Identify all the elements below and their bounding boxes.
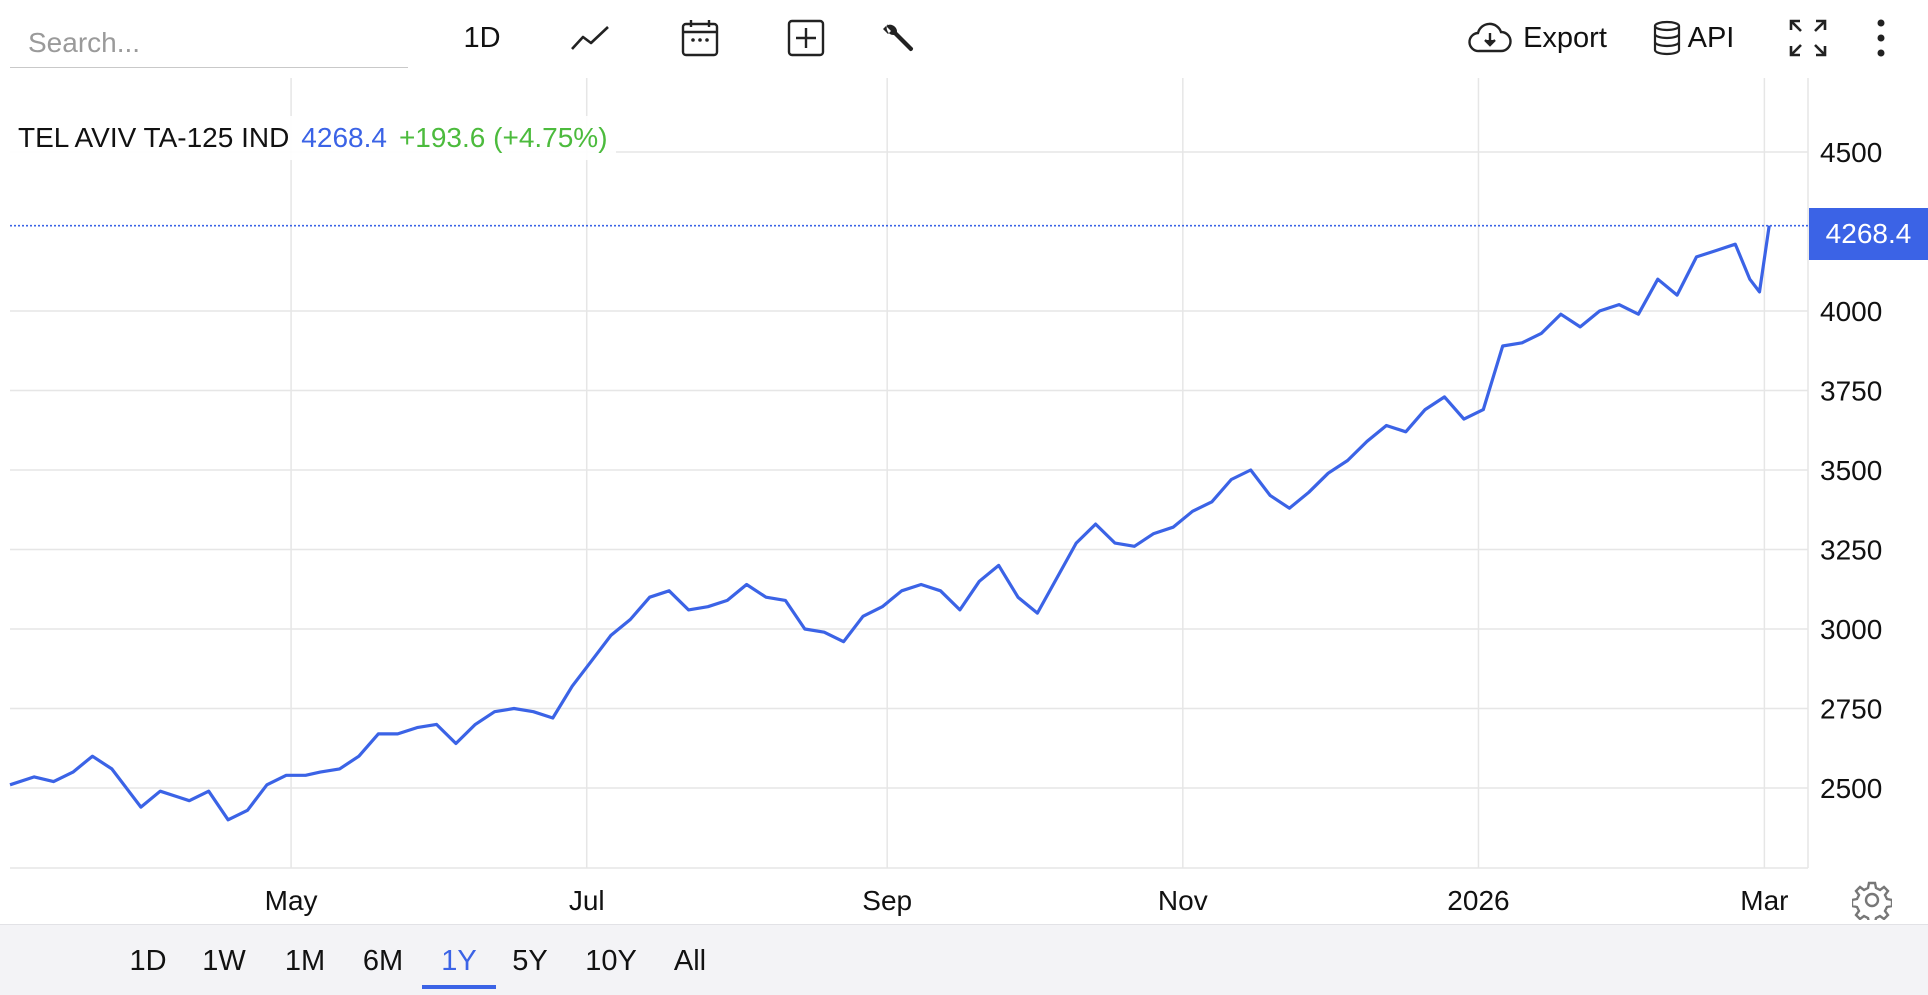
chart-legend: TEL AVIV TA-125 IND 4268.4 +193.6 (+4.75… bbox=[10, 116, 616, 160]
y-tick-label: 3000 bbox=[1820, 614, 1882, 645]
line-chart-icon[interactable] bbox=[566, 12, 614, 64]
y-tick-label: 3250 bbox=[1820, 535, 1882, 566]
cloud-download-icon bbox=[1468, 22, 1512, 53]
y-tick-label: 2500 bbox=[1820, 773, 1882, 804]
last-price-tag: 4268.4 bbox=[1809, 208, 1928, 260]
range-all[interactable]: All bbox=[673, 944, 707, 977]
x-tick-label: Nov bbox=[1158, 885, 1208, 916]
series-line bbox=[9, 225, 1771, 822]
price-chart[interactable]: 2500 2750 3000 3250 3500 3750 4000 4500 May Jul S… bbox=[0, 78, 1928, 924]
range-1m[interactable]: 1M bbox=[284, 944, 326, 977]
range-10y[interactable]: 10Y bbox=[585, 944, 637, 977]
range-1w[interactable]: 1W bbox=[202, 944, 246, 977]
wrench-icon[interactable] bbox=[874, 12, 922, 64]
export-button[interactable]: Export bbox=[1462, 12, 1612, 64]
toolbar: 1D Export bbox=[0, 0, 1928, 78]
x-tick-label: Jul bbox=[569, 885, 605, 916]
legend-last-value: 4268.4 bbox=[301, 122, 387, 153]
calendar-icon[interactable] bbox=[676, 12, 724, 64]
y-tick-label: 2750 bbox=[1820, 694, 1882, 725]
more-vertical-icon[interactable] bbox=[1866, 12, 1896, 64]
export-label: Export bbox=[1523, 21, 1607, 54]
legend-change: +193.6 (+4.75%) bbox=[398, 122, 608, 153]
range-1y[interactable]: 1Y bbox=[422, 935, 496, 989]
api-button[interactable]: API bbox=[1648, 12, 1738, 64]
gear-icon[interactable] bbox=[1850, 880, 1894, 925]
x-tick-label: Sep bbox=[862, 885, 912, 916]
fullscreen-icon[interactable] bbox=[1786, 12, 1830, 64]
y-tick-label: 3750 bbox=[1820, 376, 1882, 407]
database-icon bbox=[1653, 20, 1680, 56]
range-6m[interactable]: 6M bbox=[362, 944, 404, 977]
add-box-icon[interactable] bbox=[782, 12, 830, 64]
x-tick-label: May bbox=[265, 885, 318, 916]
y-tick-label: 4500 bbox=[1820, 137, 1882, 168]
search-input[interactable] bbox=[10, 18, 408, 68]
interval-button[interactable]: 1D bbox=[463, 21, 501, 54]
range-bar: 1D 1W 1M 6M 1Y 5Y 10Y All bbox=[0, 924, 1928, 995]
legend-symbol: TEL AVIV TA-125 IND bbox=[18, 122, 290, 153]
x-tick-label: Mar bbox=[1740, 885, 1788, 916]
range-5y[interactable]: 5Y bbox=[512, 944, 548, 977]
y-tick-label: 4000 bbox=[1820, 296, 1882, 327]
y-tick-label: 3500 bbox=[1820, 455, 1882, 486]
api-label: API bbox=[1687, 21, 1735, 54]
x-tick-label: 2026 bbox=[1447, 885, 1509, 916]
range-1d[interactable]: 1D bbox=[129, 944, 167, 977]
